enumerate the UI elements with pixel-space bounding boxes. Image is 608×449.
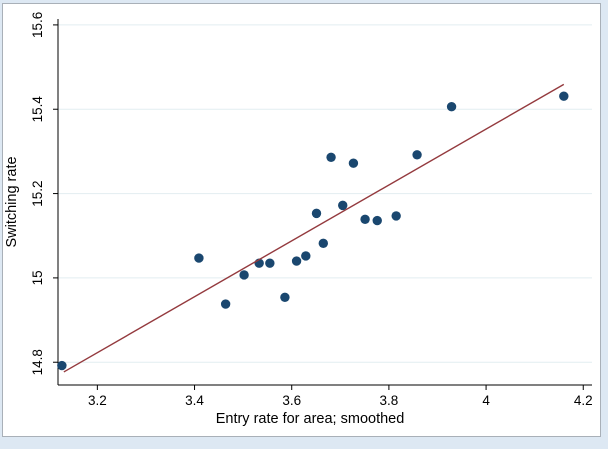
scatter-point [372,215,382,226]
y-tick-label: 15.6 [30,12,45,38]
scatter-point [280,292,290,302]
x-tick-label: 3.4 [185,393,204,408]
y-axis-label: Switching rate [4,156,20,247]
y-tick-label: 15.4 [30,96,45,123]
axes [53,19,592,390]
scatter-point [326,152,336,163]
y-tick-label: 15 [30,270,45,285]
scatter-plot: 3.2 3.4 3.6 3.8 4 4.2 14.8 15 15.2 15.4 15.6 Swit… [4,12,593,427]
scatter-point [391,211,401,221]
scatter-points [57,91,569,371]
y-tick-labels: 14.8 15 15.2 15.4 15.6 [30,12,45,376]
x-tick-label: 4.2 [574,393,593,408]
scatter-point [194,253,204,263]
graph-panel: 3.2 3.4 3.6 3.8 4 4.2 14.8 15 15.2 15.4 15.6 Swit… [2,3,601,437]
x-tick-label: 3.2 [88,393,107,408]
scatter-point [57,360,67,371]
scatter-point [446,102,457,112]
gridlines [58,24,592,363]
scatter-point [360,214,370,224]
x-tick-label: 3.8 [380,393,399,408]
scatter-point [338,200,348,211]
x-tick-label: 3.6 [282,393,301,408]
scatter-point [301,251,311,261]
y-tick-label: 15.2 [30,180,45,206]
x-tick-label: 4 [482,393,490,408]
scatter-point [311,208,322,219]
scatter-point [220,299,231,309]
scatter-point [239,270,249,280]
scatter-point [412,150,422,160]
x-tick-labels: 3.2 3.4 3.6 3.8 4 4.2 [88,393,593,408]
scatter-point [559,91,569,101]
fit-line [63,83,565,373]
scatter-point [291,256,302,266]
scatter-point [348,158,359,168]
y-tick-label: 14.8 [30,349,45,375]
scatter-point [318,238,328,249]
scatter-point [265,258,275,268]
fit-line-segment [63,83,565,373]
x-axis-label: Entry rate for area; smoothed [216,411,405,427]
